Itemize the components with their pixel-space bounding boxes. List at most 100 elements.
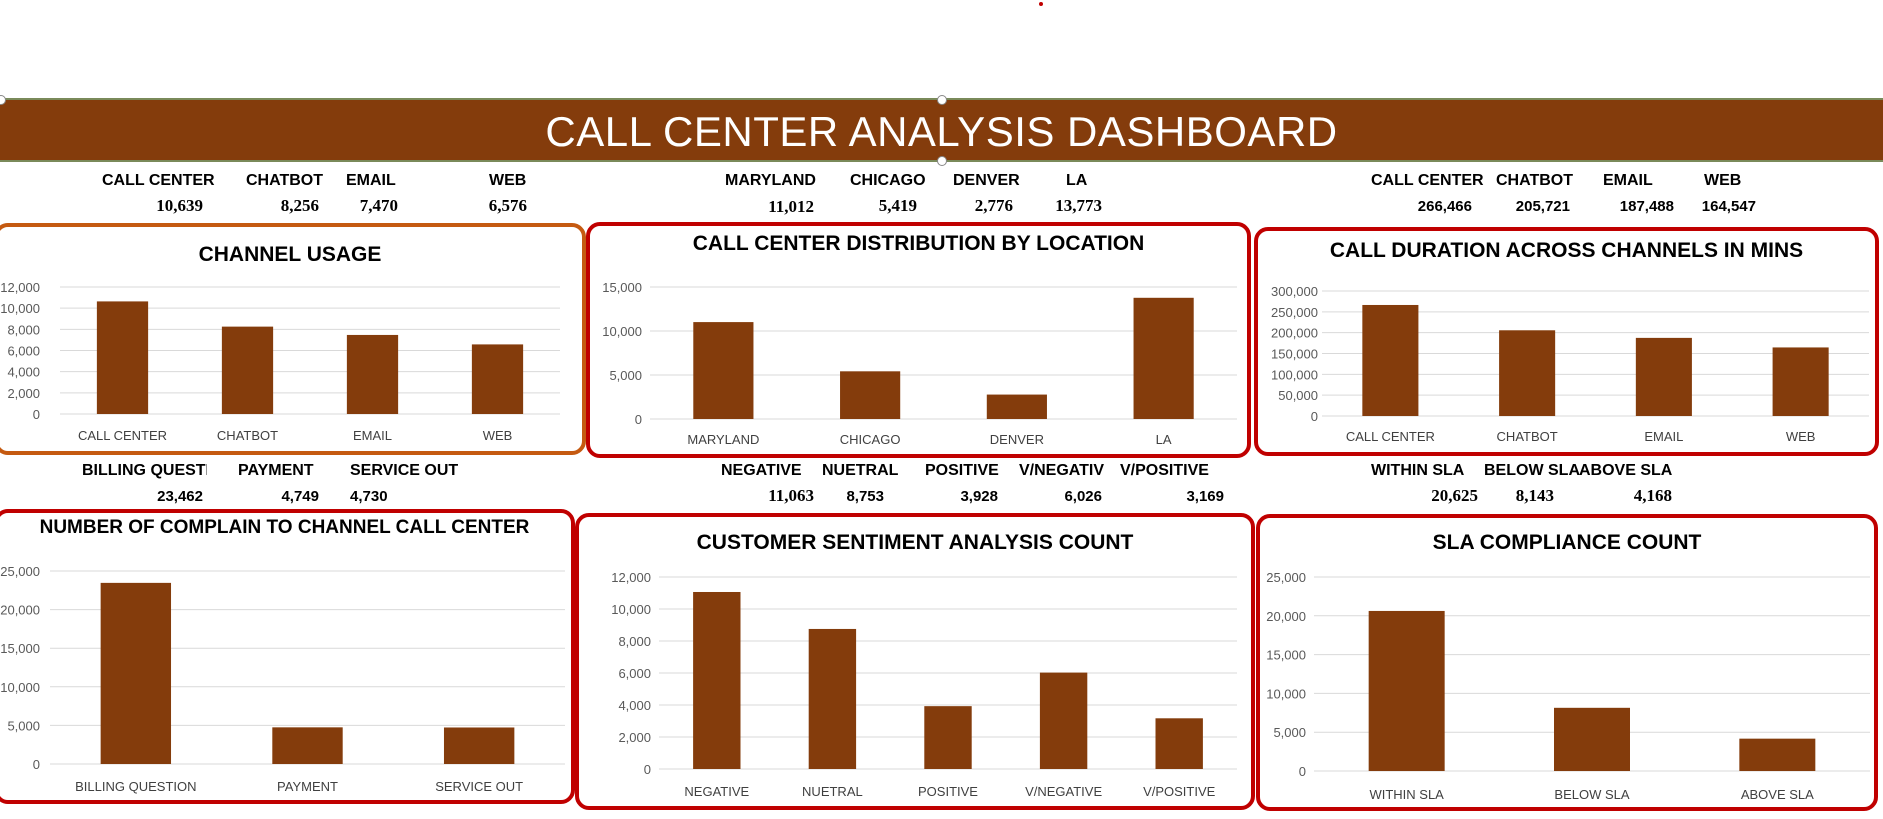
chart-sla: 0 5,000 10,000 15,000 20,000 25,000 WITHIN SLA… [1266,570,1870,802]
x-category-label: BELOW SLA [1554,787,1629,802]
bar [346,334,399,414]
x-category-label: PAYMENT [277,779,338,794]
bar [693,591,741,769]
y-tick-label: 8,000 [618,634,651,649]
bar [272,727,343,764]
kpi-label-chicago: CHICAGO [850,172,926,189]
kpi-label-chatbot: CHATBOT [246,172,324,189]
chart-sentiment: 0 2,000 4,000 6,000 8,000 10,000 12,000 NEGATIV… [611,570,1237,799]
y-tick-label: 150,000 [1271,347,1318,362]
kpi-label-above-sla: ABOVE SLA [1579,462,1673,479]
x-category-label: MARYLAND [687,432,759,447]
kpi-value-email: 7,470 [359,196,398,215]
y-tick-label: 0 [1299,764,1306,779]
panel-call-duration[interactable]: CALL DURATION ACROSS CHANNELS IN MINS 0 5… [1254,227,1879,456]
chart-title-sentiment: CUSTOMER SENTIMENT ANALYSIS COUNT [696,531,1134,554]
x-category-label: WEB [483,428,513,443]
x-category-label: POSITIVE [918,784,978,799]
x-category-label: LA [1156,432,1172,447]
kpi-label-positive: POSITIVE [925,462,999,479]
red-dot-marker [1039,2,1043,6]
x-category-label: SERVICE OUT [435,779,523,794]
y-tick-label: 0 [644,762,651,777]
panel-sla-compliance[interactable]: SLA COMPLIANCE COUNT 0 5,000 10,000 15,000 2… [1256,514,1878,811]
bar [808,628,857,769]
kpi-value-call-center-mins: 266,466 [1417,198,1472,215]
y-tick-label: 25,000 [1266,570,1306,585]
bar [96,301,149,414]
y-tick-label: 10,000 [0,301,40,316]
kpi-label-email: EMAIL [346,172,396,189]
bar [1368,610,1445,771]
kpi-value-billing: 23,462 [157,488,203,505]
kpi-value-nuetral: 8,753 [846,488,884,505]
kpi-value-negative: 11,063 [768,486,814,505]
kpi-label-vnegativ: V/NEGATIV [1019,462,1105,479]
panel-complaints[interactable]: NUMBER OF COMPLAIN TO CHANNEL CALL CENTE… [0,509,575,804]
kpi-value-below-sla: 8,143 [1515,486,1554,505]
y-tick-label: 15,000 [0,641,40,656]
resize-handle-bottom-center[interactable] [937,156,947,166]
bar [1635,337,1692,416]
y-tick-label: 10,000 [602,324,642,339]
kpi-label-denver: DENVER [953,172,1020,189]
y-tick-label: 200,000 [1271,326,1318,341]
x-category-label: BILLING QUESTION [75,779,196,794]
x-category-label: CHICAGO [840,432,901,447]
bar [693,322,754,419]
y-tick-label: 0 [33,757,40,772]
kpi-value-vpositive: 3,169 [1186,488,1224,505]
bar [840,371,901,419]
kpi-value-email-mins: 187,488 [1619,198,1674,215]
y-tick-label: 12,000 [611,570,651,585]
kpi-value-la: 13,773 [1055,196,1102,215]
y-tick-label: 20,000 [1266,609,1306,624]
panel-sentiment[interactable]: CUSTOMER SENTIMENT ANALYSIS COUNT 0 2,000… [575,513,1255,810]
bar [1739,738,1816,771]
y-tick-label: 4,000 [7,365,40,380]
bar [1362,304,1419,416]
kpi-label-web-mins: WEB [1704,172,1742,189]
resize-handle-top-center[interactable] [937,95,947,105]
y-tick-label: 250,000 [1271,305,1318,320]
kpi-label-call-center: CALL CENTER [102,172,215,189]
kpi-value-within-sla: 20,625 [1431,486,1478,505]
y-tick-label: 15,000 [602,280,642,295]
y-tick-label: 50,000 [1278,388,1318,403]
y-tick-label: 300,000 [1271,284,1318,299]
y-tick-label: 12,000 [0,280,40,295]
kpi-value-above-sla: 4,168 [1633,486,1672,505]
chart-title-complaints: NUMBER OF COMPLAIN TO CHANNEL CALL CENTE… [39,517,530,538]
kpi-value-call-center: 10,639 [156,196,203,215]
kpi-value-web: 6,576 [488,196,527,215]
kpi-label-below-sla: BELOW SLA [1484,462,1580,479]
bar [443,727,515,764]
dashboard-title: CALL CENTER ANALYSIS DASHBOARD [545,108,1338,155]
kpi-value-maryland: 11,012 [768,197,814,216]
kpi-label-la: LA [1066,172,1088,189]
bar [1039,672,1088,769]
bar [221,326,274,414]
kpi-label-service-out: SERVICE OUT [350,462,459,479]
x-category-label: WEB [1786,429,1816,444]
x-category-label: CHATBOT [217,428,278,443]
kpi-label-nuetral: NUETRAL [822,462,899,479]
title-banner[interactable]: CALL CENTER ANALYSIS DASHBOARD [0,95,1883,166]
chart-title-duration: CALL DURATION ACROSS CHANNELS IN MINS [1329,239,1804,262]
kpi-value-chatbot-mins: 205,721 [1515,198,1570,215]
kpi-value-web-mins: 164,547 [1701,198,1756,215]
x-category-label: V/POSITIVE [1143,784,1216,799]
y-tick-label: 0 [1311,409,1318,424]
kpi-label-within-sla: WITHIN SLA [1371,462,1465,479]
y-tick-label: 10,000 [611,602,651,617]
panel-channel-usage[interactable]: CHANNEL USAGE 0 2,000 4,000 6,000 8,000 10,00… [0,223,586,455]
kpi-value-positive: 3,928 [960,488,998,505]
bar [471,344,524,414]
y-tick-label: 8,000 [7,322,40,337]
kpi-label-vpositive: V/POSITIVE [1120,462,1209,479]
panel-call-center-location[interactable]: CALL CENTER DISTRIBUTION BY LOCATION 0 5,… [586,222,1251,458]
resize-handle-top-left[interactable] [0,95,6,105]
kpi-value-payment: 4,749 [281,488,319,505]
y-tick-label: 100,000 [1271,367,1318,382]
chart-title-sla: SLA COMPLIANCE COUNT [1432,531,1702,554]
